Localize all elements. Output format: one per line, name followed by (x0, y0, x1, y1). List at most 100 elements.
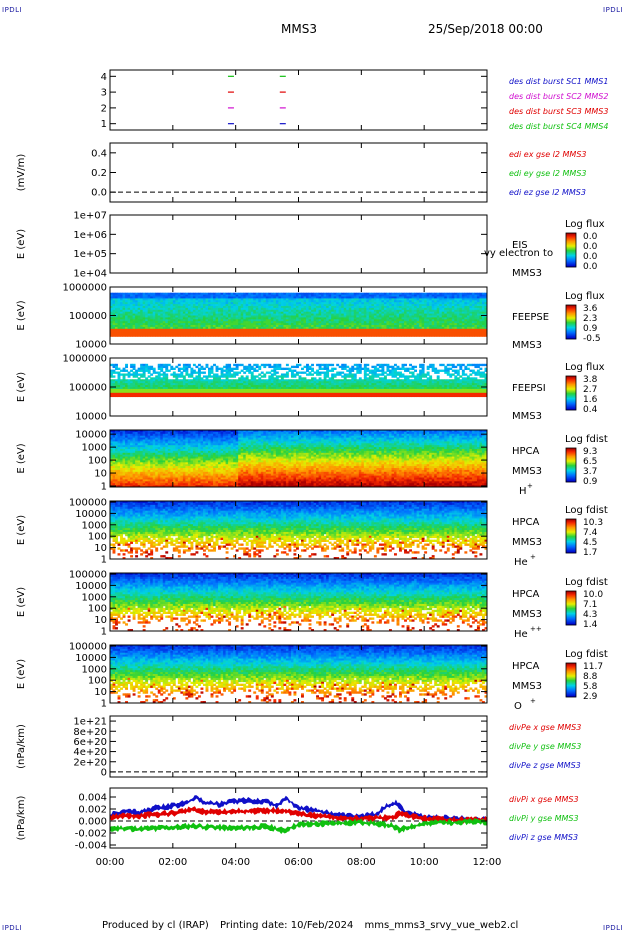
y-tick-label: 100 (88, 456, 107, 467)
y-tick-label: 1 (101, 119, 107, 130)
y-tick-label: 10 (94, 615, 107, 626)
y-tick-label: 100000 (69, 570, 107, 581)
legend-entry: divPi z gse MMS3 (509, 833, 578, 842)
y-tick-label: 1000 (82, 592, 107, 603)
panel-feepsi: 10000 100000 1000000 E (eV) FEEPSI MMS3 Log fl… (16, 354, 605, 423)
y-tick-label: 10000 (75, 509, 107, 520)
y-tick-label: 0 (101, 767, 107, 778)
panel-feepse: 10000 100000 1000000 E (eV) FEEPSE MMS3 Log fl… (16, 283, 605, 352)
x-tick-label: 08:00 (347, 857, 376, 868)
colorbar-tick-label: 5.8 (583, 682, 598, 692)
y-tick-label: 100 (88, 532, 107, 543)
colorbar-tick-label: 8.8 (583, 672, 598, 682)
spacecraft-title: MMS3 (281, 22, 317, 36)
colorbar-title: Log flux (565, 219, 605, 230)
y-axis-label: (nPa/km) (16, 724, 27, 769)
y-tick-label: 4e+20 (73, 747, 107, 758)
colorbar-tick-label: 0.0 (583, 242, 598, 252)
y-tick-label: 4 (101, 72, 107, 83)
y-axis-label: E (eV) (16, 443, 27, 473)
spacecraft-label: MMS3 (512, 268, 542, 279)
y-tick-label: 0.000 (78, 817, 107, 828)
y-tick-label: -0.004 (75, 841, 107, 852)
y-axis-label: E (eV) (16, 372, 27, 402)
y-axis-label: E (eV) (16, 229, 27, 259)
colorbar-tick-label: 2.9 (583, 692, 598, 702)
colorbar-tick-label: 3.6 (583, 304, 598, 314)
instrument-label: EIS (512, 240, 528, 251)
y-tick-label: 1e+07 (73, 211, 107, 222)
species-label: O (514, 701, 522, 712)
y-tick-label: 10000 (75, 412, 107, 423)
colorbar-tick-label: 0.0 (583, 262, 598, 272)
y-tick-label: 1e+06 (73, 230, 107, 241)
panel-eis: 1e+04 1e+05 1e+06 1e+07 E (eV) EIS MMS3 vy elec… (16, 211, 605, 280)
colorbar-tick-label: 2.7 (583, 385, 597, 395)
legend-entry: edi ex gse l2 MMS3 (509, 150, 587, 159)
colorbar-tick-label: 1.4 (583, 620, 598, 630)
panel-edi: 0.0 0.2 0.4 (mV/m) edi ex gse l2 MMS3 edi ey … (16, 142, 587, 203)
colorbar-tick-label: 7.1 (583, 600, 597, 610)
colorbar-tick-label: 10.0 (583, 590, 603, 600)
colorbar-tick-label: 6.5 (583, 457, 597, 467)
species-label: He (514, 557, 528, 568)
y-tick-label: 0.002 (78, 805, 107, 816)
y-tick-label: 100000 (69, 642, 107, 653)
y-tick-label: -0.002 (75, 829, 107, 840)
colorbar-tick-label: 3.7 (583, 467, 597, 477)
colorbar-tick-label: 2.3 (583, 314, 597, 324)
species-label: H (519, 486, 527, 497)
legend-entry: des dist burst SC1 MMS1 (509, 77, 608, 86)
instrument-label: HPCA (512, 661, 540, 672)
legend-entry: divPe y gse MMS3 (509, 742, 581, 751)
instrument-label: HPCA (512, 446, 540, 457)
y-tick-label: 1000000 (62, 283, 107, 294)
x-tick-label: 00:00 (96, 857, 125, 868)
footer-produced-by: Produced by cl (IRAP) (102, 920, 209, 931)
legend-entry: divPi x gse MMS3 (509, 795, 579, 804)
y-tick-label: 1e+05 (73, 249, 107, 260)
y-tick-label: 1 (101, 482, 107, 493)
y-tick-label: 10000 (75, 430, 107, 441)
footer-filename: mms_mms3_srvy_vue_web2.cl (365, 920, 519, 931)
corner-label-bottom-right: IPDLI (603, 924, 623, 932)
y-tick-label: 1e+21 (73, 717, 107, 728)
y-tick-label: 0.004 (78, 793, 107, 804)
y-tick-label: 2 (101, 103, 107, 114)
y-tick-label: 1000 (82, 520, 107, 531)
y-tick-label: 10 (94, 543, 107, 554)
spacecraft-label: MMS3 (512, 340, 542, 351)
y-axis-label: E (eV) (16, 587, 27, 617)
spacecraft-label: MMS3 (512, 537, 542, 548)
instrument-label: HPCA (512, 589, 540, 600)
legend-entry: edi ez gse l2 MMS3 (509, 188, 586, 197)
species-label: He (514, 629, 528, 640)
y-tick-label: 10000 (75, 653, 107, 664)
overlay-text: vy electron to (484, 248, 553, 259)
colorbar-tick-label: 1.6 (583, 395, 598, 405)
y-axis-label: E (eV) (16, 659, 27, 689)
date-title: 25/Sep/2018 00:00 (428, 22, 543, 36)
y-tick-label: 100000 (69, 383, 107, 394)
legend-entry: des dist burst SC3 MMS3 (509, 107, 608, 116)
y-axis-label: (mV/m) (16, 154, 27, 192)
x-tick-label: 06:00 (284, 857, 313, 868)
colorbar-tick-label: 0.4 (583, 405, 598, 415)
y-tick-label: 100 (88, 604, 107, 615)
y-tick-label: 0.2 (91, 168, 107, 179)
x-tick-label: 02:00 (158, 857, 187, 868)
colorbar-tick-label: 7.4 (583, 528, 598, 538)
colorbar-tick-label: 4.3 (583, 610, 597, 620)
colorbar-tick-label: 0.0 (583, 232, 598, 242)
legend-entry: edi ey gse l2 MMS3 (509, 169, 587, 178)
y-tick-label: 1 (101, 627, 107, 638)
colorbar-tick-label: 0.9 (583, 477, 598, 487)
y-tick-label: 100000 (69, 311, 107, 322)
y-tick-label: 10 (94, 469, 107, 480)
y-tick-label: 2e+20 (73, 757, 107, 768)
legend-entry: divPe z gse MMS3 (509, 761, 581, 770)
